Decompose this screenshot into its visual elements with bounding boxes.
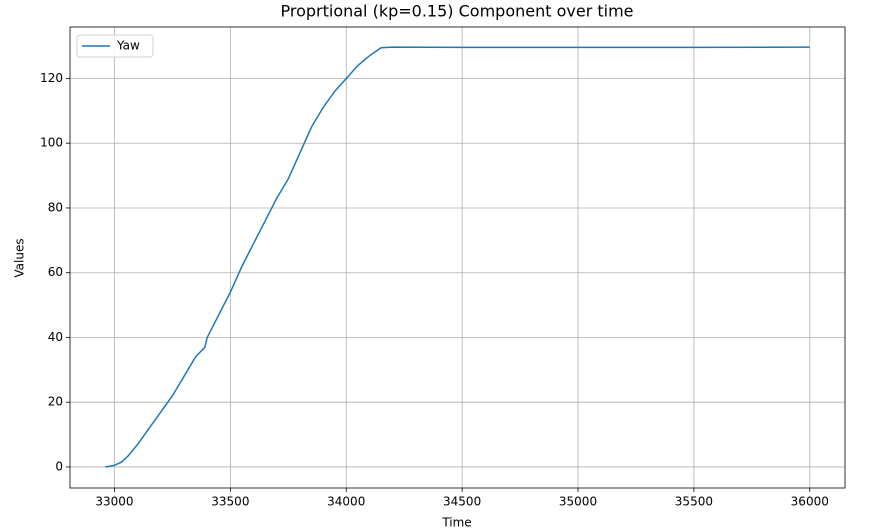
x-tick-label: 33000: [95, 495, 133, 509]
y-tick-label: 60: [48, 265, 63, 279]
x-axis-label: Time: [441, 516, 471, 530]
y-tick-label: 0: [55, 459, 63, 473]
legend-label: Yaw: [116, 39, 140, 53]
legend: Yaw: [76, 34, 154, 58]
legend-box: [76, 34, 154, 58]
plot: [105, 46, 810, 468]
x-tick-label: 35500: [675, 495, 713, 509]
y-tick-label: 120: [40, 71, 63, 85]
y-tick-label: 40: [48, 330, 63, 344]
x-tick-label: 35000: [559, 495, 597, 509]
grid: [70, 27, 845, 488]
x-tick-label: 34000: [327, 495, 365, 509]
x-tick-label: 33500: [211, 495, 249, 509]
data-line: [105, 46, 810, 468]
x-tick-label: 34500: [443, 495, 481, 509]
axes-frame: [69, 26, 846, 489]
y-axis-label: Values: [13, 238, 27, 277]
y-tick-label: 20: [48, 395, 63, 409]
x-tick-label: 36000: [791, 495, 829, 509]
y-tick-label: 80: [48, 200, 63, 214]
chart-title: Proprtional (kp=0.15) Component over tim…: [280, 2, 633, 21]
y-tick-label: 100: [40, 136, 63, 150]
